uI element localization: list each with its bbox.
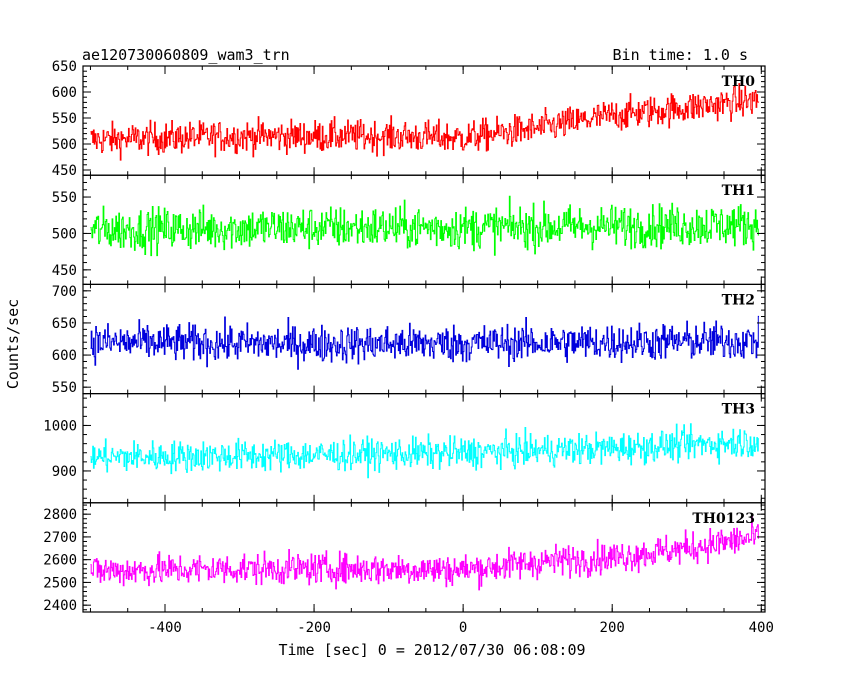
panel-th2: 550 600 650 700 TH2: [52, 283, 766, 396]
y-tick-label: 450: [52, 163, 77, 179]
y-tick-label: 2700: [43, 530, 77, 546]
x-tick-label: -400: [148, 620, 182, 636]
y-tick-label: 900: [52, 464, 77, 480]
series-line-th1: [90, 195, 760, 257]
panel-label-th2: TH2: [722, 292, 755, 308]
y-tick-label: 600: [52, 85, 77, 101]
panel-label-th3: TH3: [722, 402, 755, 418]
series-line-th3: [90, 423, 760, 479]
y-tick-label: 650: [52, 59, 77, 75]
y-tick-label: 500: [52, 137, 77, 153]
panel-th3: 900 1000 TH3: [43, 393, 766, 504]
x-tick-label: -200: [297, 620, 331, 636]
series-line-th0123: [90, 516, 760, 591]
panel-th0123: 2400 2500 2600 2700 2800 TH0123: [43, 502, 766, 614]
panel-label-th0123: TH0123: [692, 511, 755, 527]
y-tick-label: 700: [52, 284, 77, 300]
series-line-th0: [90, 83, 760, 161]
y-tick-label: 2500: [43, 575, 77, 591]
y-tick-label: 450: [52, 263, 77, 279]
x-tick-label: 0: [459, 620, 467, 636]
y-tick-label: 2400: [43, 598, 77, 614]
y-tick-label: 600: [52, 348, 77, 364]
y-tick-label: 2600: [43, 553, 77, 569]
x-axis-label: Time [sec] 0 = 2012/07/30 06:08:09: [278, 641, 585, 659]
y-tick-label: 550: [52, 380, 77, 396]
y-axis-label: Counts/sec: [4, 299, 22, 389]
y-tick-label: 550: [52, 111, 77, 127]
bin-time-label: Bin time: 1.0 s: [613, 46, 748, 64]
x-tick-label: 400: [749, 620, 774, 636]
panel-th0: 450 500 550 600 650 TH0: [52, 59, 766, 179]
panel-label-th0: TH0: [722, 74, 756, 90]
panel-label-th1: TH1: [722, 183, 755, 199]
chart-title: ae120730060809_wam3_trn: [82, 46, 290, 64]
y-tick-label: 550: [52, 190, 77, 206]
y-tick-label: 500: [52, 226, 77, 242]
panel-frame: [82, 502, 766, 613]
panels: 450 500 550 600 650 TH0 450 500 550 TH1 550 600 650 7…: [43, 59, 774, 636]
panel-th1: 450 500 550 TH1: [52, 174, 766, 285]
y-tick-label: 2800: [43, 507, 77, 523]
series-line-th2: [90, 315, 760, 370]
x-tick-label: 200: [600, 620, 625, 636]
y-tick-label: 650: [52, 316, 77, 332]
y-tick-label: 1000: [43, 418, 77, 434]
